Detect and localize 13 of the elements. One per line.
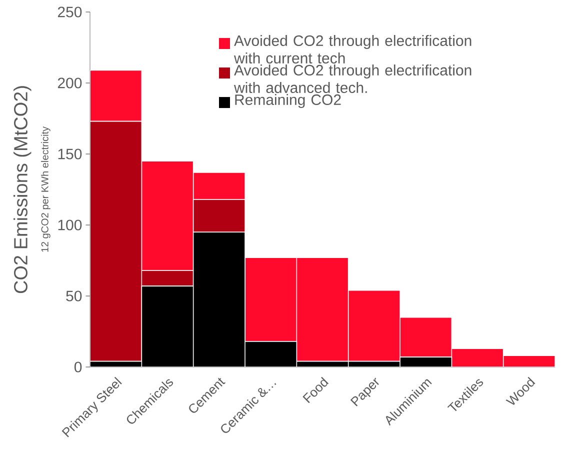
y-tick-label: 250 (58, 6, 82, 18)
legend-label: Avoided CO2 through electrification with current tech (234, 34, 472, 64)
bar (192, 199, 246, 232)
legend-label: Remaining CO2 (235, 94, 341, 108)
y-tick-label: 100 (58, 220, 82, 230)
legend-label: Avoided CO2 through electrification with advanced tech. (234, 64, 472, 94)
y-tick-label: 0 (74, 362, 82, 372)
y-tick-label: 150 (58, 148, 82, 160)
bar (90, 70, 142, 122)
y-tick-label: 50 (66, 290, 82, 302)
y-axis-title: CO2 Emissions (MtCO2) (14, 86, 32, 294)
y-tick-label: 200 (58, 78, 82, 88)
text: 12 gCO2 per KWh electricity (41, 126, 50, 252)
